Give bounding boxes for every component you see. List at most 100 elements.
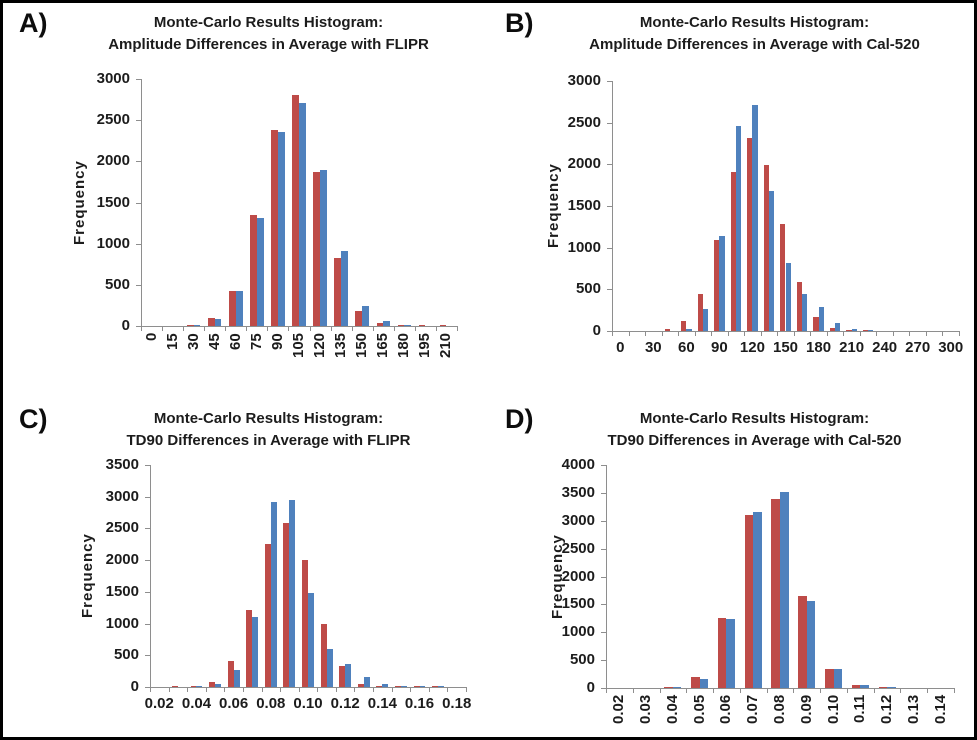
x-tick-mark [373,688,375,692]
x-tick-mark [820,689,822,693]
bar-red [664,686,673,688]
x-tick-mark [713,689,715,693]
x-tick-mark [261,688,263,692]
y-tick-mark [607,81,612,82]
bar-blue [699,678,709,688]
x-tick-mark [661,332,663,336]
y-tick-mark [601,521,606,522]
bar-red [227,661,234,687]
bar-blue [768,191,775,331]
bar-blue [887,686,896,688]
x-tick-mark [335,688,337,692]
x-tick-mark [447,688,449,692]
x-tick-mark [410,688,412,692]
bar-red [264,543,271,687]
bar-blue [289,499,296,687]
y-tick-label: 1000 [105,615,139,632]
x-tick-label: 0.10 [293,695,323,712]
y-tick-label: 2000 [567,155,601,172]
y-tick-label: 0 [130,678,139,695]
x-tick-mark [288,327,290,331]
bar-blue [686,328,692,331]
y-tick-label: 0 [592,322,601,339]
x-tick-mark [777,332,779,336]
y-tick-mark [607,123,612,124]
x-tick-label: 0.03 [637,695,655,725]
bar-red [418,324,426,326]
x-tick-mark [612,332,613,336]
plot-area [150,465,467,688]
x-tick-label: 300 [938,339,964,356]
x-tick-label: 0.02 [144,695,174,712]
bar-red [432,685,439,687]
y-tick-label: 3000 [105,488,139,505]
x-tick-label: 0.14 [931,695,949,725]
x-tick-mark [900,689,902,693]
x-tick-mark [435,327,437,331]
bar-blue [326,648,333,687]
bar-red [357,684,364,687]
x-tick-mark [351,327,353,331]
plot-area [612,81,960,332]
bar-blue [780,491,789,688]
y-tick-mark [601,688,606,689]
x-tick-label: 0.10 [824,695,842,725]
bar-blue [341,251,348,326]
y-tick-mark [145,624,150,625]
bar-red [229,290,236,326]
x-tick-label: 0.06 [219,695,249,712]
bar-blue [193,324,201,326]
y-tick-mark [145,465,150,466]
bar-red [717,618,727,688]
bar-red [313,172,321,326]
y-tick-mark [601,632,606,633]
panel-d-td90-cal520: D) Monte-Carlo Results Histogram: TD90 D… [489,371,974,737]
y-tick-label: 500 [575,280,601,297]
y-tick-mark [136,161,141,162]
bar-red [271,130,278,326]
x-tick-label: 0.08 [771,695,788,725]
bar-red [302,560,308,687]
chart-title-b-line2: Amplitude Differences in Average with Ca… [589,36,920,53]
x-tick-mark [205,688,207,692]
bar-blue [835,322,841,331]
x-tick-mark [606,689,607,693]
x-tick-label: 180 [806,339,832,356]
y-tick-label: 0 [121,317,130,334]
x-tick-mark [628,332,630,336]
x-tick-mark [632,689,634,693]
y-tick-label: 500 [569,651,595,668]
y-tick-mark [601,549,606,550]
y-tick-mark [145,687,150,688]
bar-red [813,316,819,331]
x-tick-label: 0.12 [330,695,360,712]
bar-blue [806,601,816,688]
bar-red [207,318,215,326]
bar-blue [785,262,791,331]
bar-red [681,321,687,331]
x-tick-mark [354,688,356,692]
chart-title-d: Monte-Carlo Results Histogram: TD90 Diff… [549,408,960,452]
panel-a-amplitude-flipr: A) Monte-Carlo Results Histogram: Amplit… [3,3,488,370]
bar-red [246,610,253,687]
bar-red [824,669,834,688]
panel-b-amplitude-cal520: B) Monte-Carlo Results Histogram: Amplit… [489,3,974,370]
x-tick-mark [162,327,164,331]
bar-red [190,685,197,687]
x-tick-label: 0.11 [851,695,869,724]
chart-title-a-line1: Monte-Carlo Results Histogram: [153,14,384,31]
bar-red [691,676,700,688]
bar-red [413,685,420,687]
chart-title-d-line1: Monte-Carlo Results Histogram: [639,410,870,427]
x-tick-mark [183,327,185,331]
x-tick-mark [187,688,189,692]
x-tick-label: 0.04 [663,695,681,725]
y-tick-label: 2000 [561,568,595,585]
panel-letter-b: B) [505,8,534,38]
y-tick-mark [607,289,612,290]
x-tick-mark [843,332,845,336]
y-tick-label: 2500 [567,114,601,131]
x-tick-mark [242,688,244,692]
bar-red [397,324,405,326]
bar-blue [702,308,709,331]
